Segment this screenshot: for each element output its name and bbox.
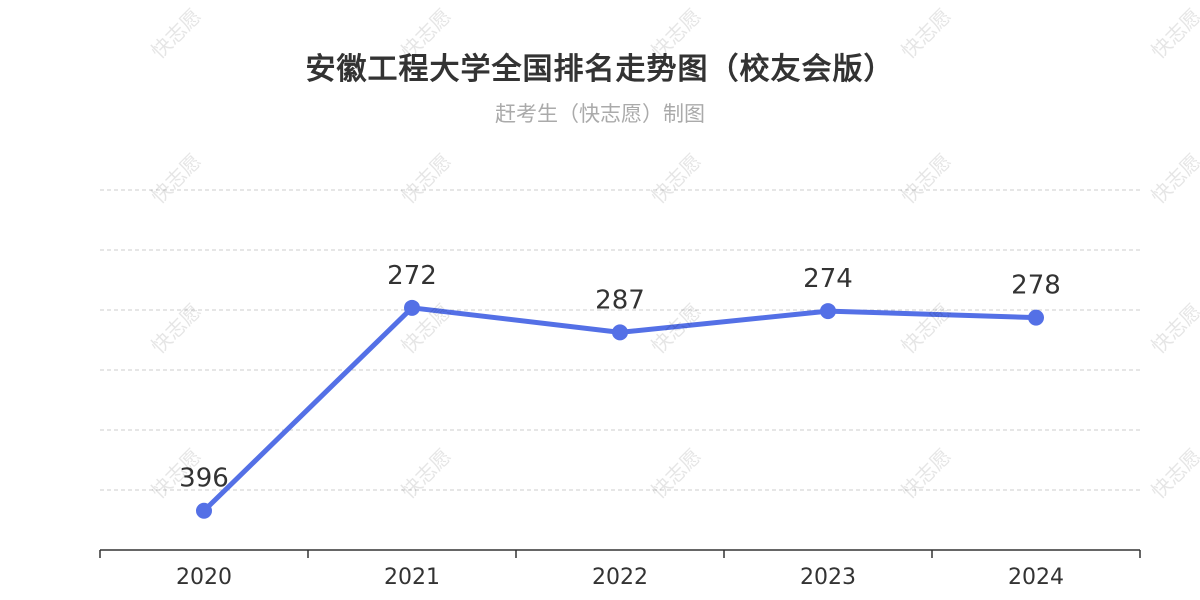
data-label-2023: 274 <box>803 264 853 294</box>
data-label-2024: 278 <box>1011 271 1061 301</box>
x-tick-label-2021: 2021 <box>384 565 440 590</box>
chart-title: 安徽工程大学全国排名走势图（校友会版） <box>305 52 895 87</box>
data-label-2021: 272 <box>387 261 437 291</box>
x-tick-label-2023: 2023 <box>800 565 856 590</box>
data-point-2020 <box>196 502 212 519</box>
data-label-2022: 287 <box>595 285 645 315</box>
data-point-2022 <box>612 324 628 341</box>
data-point-2021 <box>404 299 420 316</box>
data-point-2023 <box>820 303 836 320</box>
chart-subtitle: 赶考生（快志愿）制图 <box>495 102 705 126</box>
x-tick-label-2020: 2020 <box>176 565 232 590</box>
x-tick-label-2022: 2022 <box>592 565 648 590</box>
x-tick-label-2024: 2024 <box>1008 565 1064 590</box>
data-point-2024 <box>1028 309 1044 326</box>
data-label-2020: 396 <box>179 464 229 494</box>
